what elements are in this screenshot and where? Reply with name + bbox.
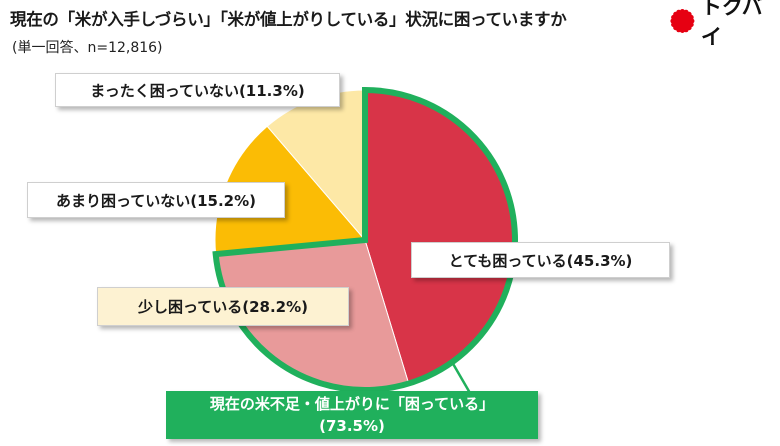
chart-title: 現在の「米が入手しづらい」「米が値上がりしている」状況に困っていますか <box>10 10 567 29</box>
slice-label-not-at-all: まったく困っていない(11.3%) <box>55 73 340 107</box>
highlight-connector <box>450 361 472 394</box>
highlight-label-line1: 現在の米不足・値上がりに「困っている」 <box>209 395 495 413</box>
highlight-summary-box: 現在の米不足・値上がりに「困っている」 (73.5%) <box>166 391 538 439</box>
logo-text: トクバイ <box>700 0 763 49</box>
highlight-label-line2: (73.5%) <box>319 417 385 435</box>
tokubai-logo: トクバイ <box>670 0 780 49</box>
slice-label-slightly: 少し困っている(28.2%) <box>97 287 349 326</box>
chart-subtitle: (単一回答、n=12,816) <box>12 40 163 56</box>
red-sunburst-icon <box>670 8 695 34</box>
slice-label-very: とても困っている(45.3%) <box>411 242 670 278</box>
slice-label-not-much: あまり困っていない(15.2%) <box>27 182 285 218</box>
highlight-outline <box>212 86 518 393</box>
